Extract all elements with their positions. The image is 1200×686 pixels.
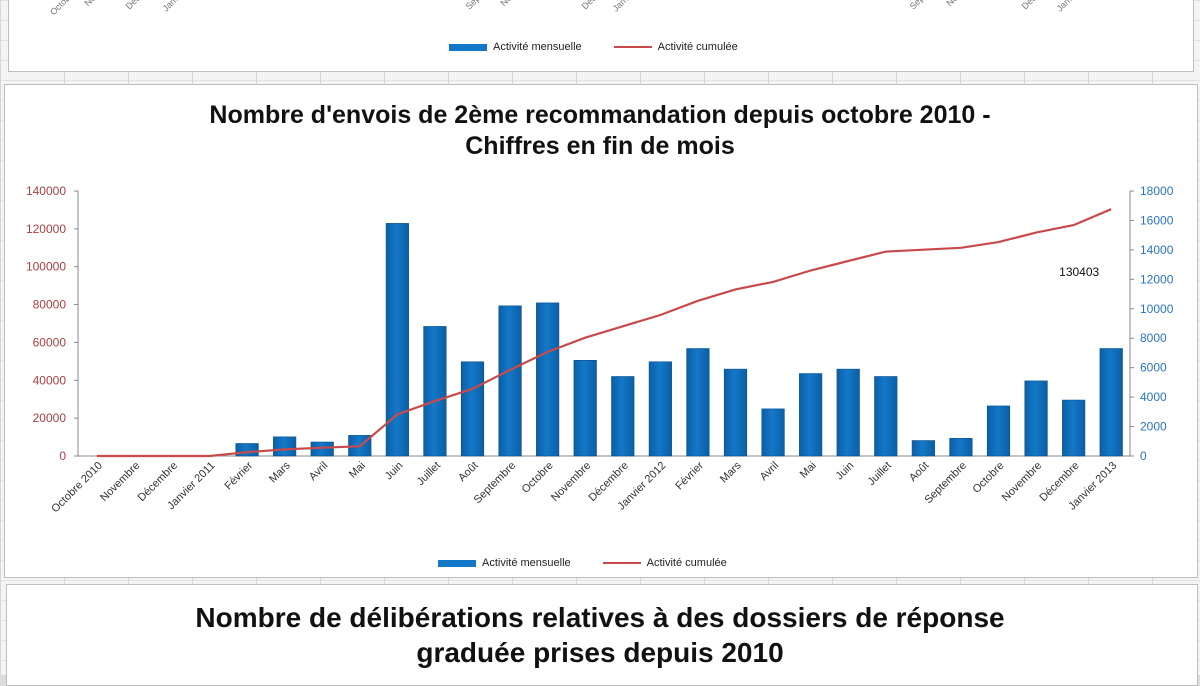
x-tick-label: Juin <box>383 460 406 483</box>
bar <box>686 348 710 457</box>
x-tick-label: Novembre <box>1000 460 1044 504</box>
right-tick-label: 4000 <box>1140 390 1167 404</box>
x-tick-label: Octobre <box>520 460 556 496</box>
chart-legend: Activité mensuelle Activité cumulée <box>438 557 727 569</box>
legend-bar-label: Activité mensuelle <box>482 557 571 569</box>
bar <box>611 376 635 457</box>
previous-chart-panel[interactable]: Octob No Déc Janv Sep No Déc Janv Sep No Déc Janv A… <box>8 0 1194 72</box>
x-tick-label: Août <box>456 460 480 484</box>
bar <box>648 361 672 457</box>
bar <box>273 436 297 457</box>
x-tick-label: Juin <box>834 460 857 483</box>
bar <box>949 438 973 457</box>
bar <box>385 223 409 457</box>
left-tick-label: 80000 <box>33 298 67 312</box>
annotations: 130403 <box>1059 265 1099 279</box>
x-tick-label: Mars <box>718 459 744 485</box>
right-tick-label: 6000 <box>1140 361 1167 375</box>
right-tick-label: 16000 <box>1140 213 1174 227</box>
x-tick-label: Octobre <box>970 460 1006 496</box>
right-tick-label: 18000 <box>1140 184 1174 198</box>
bar <box>498 305 522 457</box>
right-tick-label: 12000 <box>1140 272 1174 286</box>
right-tick-label: 0 <box>1140 449 1147 463</box>
right-tick-label: 14000 <box>1140 243 1174 257</box>
bar <box>723 368 748 457</box>
right-axis: 0 2000 4000 6000 8000 10000 12000 14000 16000 180… <box>1129 184 1174 463</box>
right-tick-label: 2000 <box>1140 420 1167 434</box>
x-tick-label: Mars <box>267 459 293 485</box>
cumulative-line <box>96 208 1112 458</box>
data-label-cumulative-total: 130403 <box>1059 265 1099 279</box>
left-tick-label: 60000 <box>33 335 67 349</box>
previous-chart-legend: Activité mensuelle Activité cumulée <box>449 41 738 53</box>
bar <box>1099 348 1123 457</box>
x-tick-label: Juillet <box>415 460 443 488</box>
left-tick-label: 20000 <box>33 411 67 425</box>
bar <box>1024 380 1048 457</box>
x-tick-label: Mai <box>798 460 819 481</box>
x-tick-label: Mai <box>347 460 368 481</box>
next-chart-title: Nombre de délibérations relatives à des … <box>0 600 1200 670</box>
bar <box>536 302 560 457</box>
left-tick-label: 140000 <box>26 184 66 198</box>
bar <box>1062 399 1086 457</box>
legend-bar-swatch <box>438 559 476 567</box>
x-tick-label: Février <box>223 459 256 492</box>
legend-line-label: Activité cumulée <box>657 41 738 53</box>
right-tick-label: 10000 <box>1140 302 1174 316</box>
left-tick-label: 0 <box>59 449 66 463</box>
x-tick-label: Août <box>907 460 931 484</box>
bar <box>423 326 447 457</box>
chart-title: Nombre d'envois de 2ème recommandation d… <box>0 100 1200 163</box>
left-tick-label: 40000 <box>33 373 67 387</box>
left-tick-label: 120000 <box>26 222 66 236</box>
legend-bar-label: Activité mensuelle <box>493 41 582 53</box>
bar-series <box>235 223 1123 457</box>
x-tick-label: Novembre <box>549 460 593 504</box>
bar <box>874 376 898 457</box>
next-chart-title-line-1: Nombre de délibérations relatives à des … <box>195 602 1005 633</box>
right-tick-label: 8000 <box>1140 331 1167 345</box>
x-tick-label: Novembre <box>98 460 142 504</box>
main-chart-panel[interactable] <box>4 84 1198 578</box>
bar <box>761 408 785 457</box>
x-tick-label: Avril <box>758 460 781 483</box>
bar <box>573 360 597 457</box>
left-tick-label: 100000 <box>26 260 66 274</box>
bar <box>911 440 935 457</box>
bar <box>986 405 1011 457</box>
x-tick-label: Février <box>673 459 706 492</box>
x-tick-label: Avril <box>307 460 330 483</box>
legend-line-swatch <box>613 46 652 48</box>
chart-title-line-2: Chiffres en fin de mois <box>465 132 735 161</box>
next-chart-title-line-2: graduée prises depuis 2010 <box>416 637 784 668</box>
bar <box>836 368 860 457</box>
bar <box>460 361 485 457</box>
bar <box>235 443 259 457</box>
chart-title-line-1: Nombre d'envois de 2ème recommandation d… <box>209 101 991 129</box>
line-series <box>96 208 1112 458</box>
next-chart-panel[interactable] <box>6 584 1198 686</box>
bar <box>799 373 823 457</box>
x-tick-label: Octobre 2010 <box>49 460 105 516</box>
x-tick-label: Juillet <box>866 460 894 488</box>
legend-bar-swatch <box>449 43 487 51</box>
legend-line-swatch <box>602 562 641 564</box>
legend-line-label: Activité cumulée <box>646 557 727 569</box>
